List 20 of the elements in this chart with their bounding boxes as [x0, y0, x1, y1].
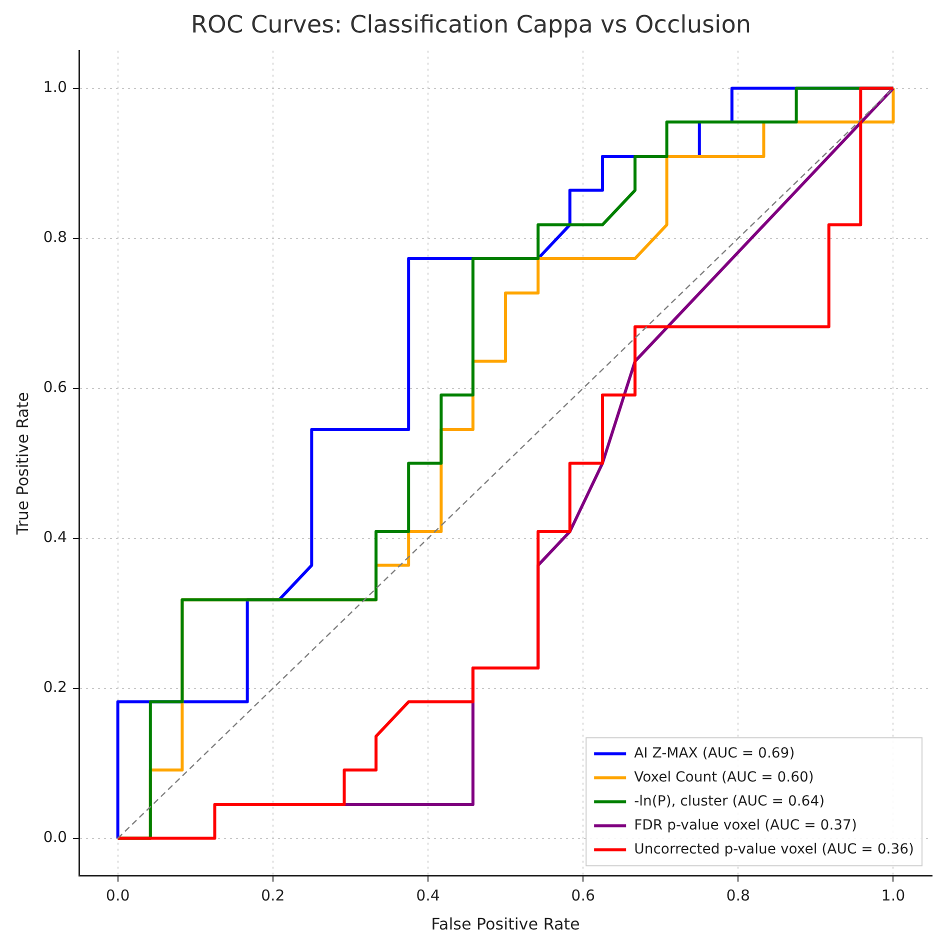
y-tick-label: 1.0 — [43, 78, 68, 96]
legend-label: Voxel Count (AUC = 0.60) — [634, 769, 814, 786]
legend-label: -ln(P), cluster (AUC = 0.64) — [634, 793, 825, 810]
y-tick-label: 0.2 — [43, 678, 68, 696]
y-tick-label: 0.0 — [43, 828, 68, 846]
y-tick-label: 0.8 — [43, 228, 68, 246]
x-tick-label: 0.2 — [260, 886, 285, 905]
y-tick-label: 0.4 — [43, 528, 68, 546]
y-tick-label: 0.6 — [43, 378, 68, 396]
legend-label: FDR p-value voxel (AUC = 0.37) — [634, 817, 857, 834]
x-axis-title: False Positive Rate — [431, 914, 580, 934]
x-tick-label: 0.0 — [106, 886, 130, 905]
x-tick-label: 0.6 — [571, 886, 595, 905]
x-tick-label: 0.8 — [726, 886, 750, 905]
chart-title: ROC Curves: Classification Cappa vs Occlusion — [190, 10, 752, 39]
y-axis-title: True Positive Rate — [12, 392, 32, 536]
x-tick-label: 0.4 — [416, 886, 440, 905]
legend-label: Uncorrected p-value voxel (AUC = 0.36) — [634, 841, 914, 858]
x-tick-label: 1.0 — [881, 886, 906, 905]
legend-label: AI Z-MAX (AUC = 0.69) — [634, 745, 795, 762]
